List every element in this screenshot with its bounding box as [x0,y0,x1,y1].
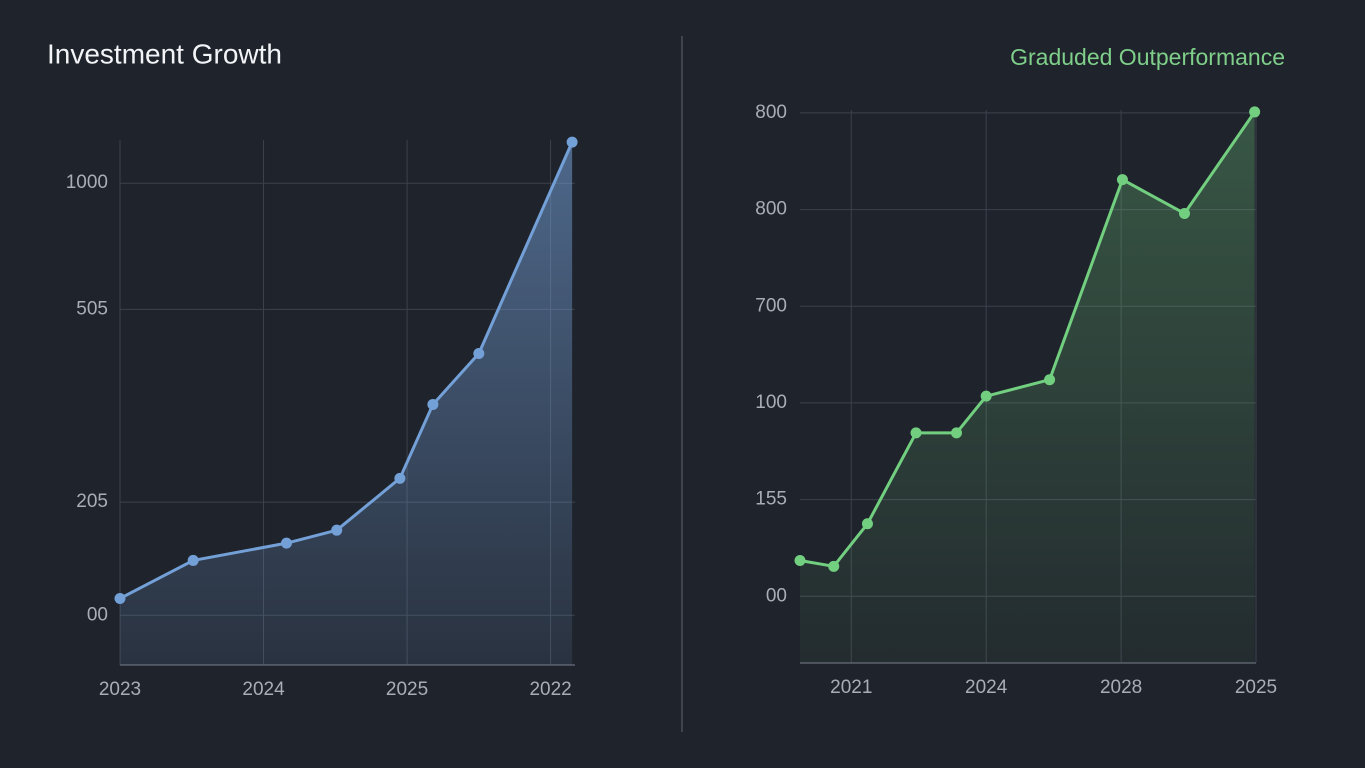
y-tick-label: 505 [76,298,108,319]
line [119,141,574,600]
point [1044,374,1056,386]
point [427,398,439,410]
point [861,518,873,530]
y-tick-label: 800 [755,102,787,123]
chart-title: Investment Growth [47,38,282,69]
point [114,592,126,604]
point [331,524,343,536]
point [794,555,806,567]
y-tick-label: 700 [755,295,787,316]
point [280,537,292,549]
chart-title: Graduded Outperformance [1010,44,1285,70]
x-tick-label: 2024 [965,677,1008,698]
x-tick-label: 2024 [242,679,285,700]
point [566,136,578,148]
point [828,560,840,572]
y-tick-label: 00 [87,604,108,625]
area [800,111,1255,663]
x-tick-label: 2025 [1235,677,1277,698]
y-tick-label: 00 [766,585,787,606]
y-tick-label: 155 [755,489,787,510]
point [980,390,992,402]
area [120,142,573,665]
point [187,554,199,566]
y-tick-label: 205 [76,491,108,512]
x-tick-label: 2025 [386,679,428,700]
point [950,427,962,439]
x-tick-label: 2022 [529,679,571,700]
point [1116,174,1128,186]
point [1249,106,1261,118]
line [799,111,1256,568]
point [1178,207,1190,219]
x-tick-label: 2023 [99,679,141,700]
y-tick-label: 1000 [66,172,108,193]
x-tick-label: 2021 [830,677,872,698]
point [394,472,406,484]
y-tick-label: 800 [755,199,787,220]
point [473,347,485,359]
point [910,427,922,439]
x-tick-label: 2028 [1100,677,1142,698]
y-tick-label: 100 [755,392,787,413]
